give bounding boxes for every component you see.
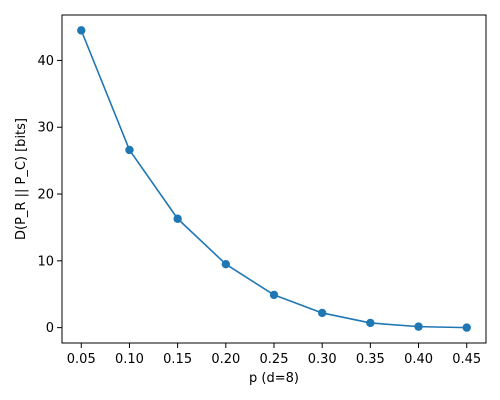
x-tick-label: 0.40 <box>404 352 433 367</box>
data-point <box>366 318 375 328</box>
y-tick-label: 40 <box>37 54 54 69</box>
y-axis-label: D(P_R || P_C) [bits] <box>14 118 29 240</box>
y-tick-label: 30 <box>37 121 54 136</box>
x-tick-label: 0.15 <box>163 352 192 367</box>
data-point <box>125 145 134 155</box>
data-point <box>269 290 279 300</box>
y-axis: 0 10 20 30 40 <box>37 54 62 336</box>
data-point <box>317 308 327 318</box>
x-tick-label: 0.45 <box>452 352 481 367</box>
data-point <box>414 322 423 331</box>
x-tick-label: 0.35 <box>356 352 385 367</box>
x-tick-label: 0.25 <box>260 352 289 367</box>
data-point <box>173 214 182 223</box>
x-axis-label: p (d=8) <box>249 371 299 386</box>
y-tick-label: 20 <box>37 188 54 203</box>
data-point <box>77 26 86 35</box>
x-tick-label: 0.05 <box>67 352 96 367</box>
x-tick-label: 0.10 <box>115 352 144 367</box>
y-tick-label: 10 <box>37 254 54 269</box>
plot-area <box>62 15 486 343</box>
data-point <box>221 259 231 269</box>
x-tick-label: 0.20 <box>211 352 240 367</box>
series-layer <box>77 26 471 332</box>
x-axis: 0.05 0.10 0.15 0.20 0.25 0.30 0.35 0.40 0.45 <box>67 343 481 367</box>
x-tick-label: 0.30 <box>308 352 337 367</box>
y-tick-label: 0 <box>46 321 54 336</box>
data-point <box>462 323 471 332</box>
